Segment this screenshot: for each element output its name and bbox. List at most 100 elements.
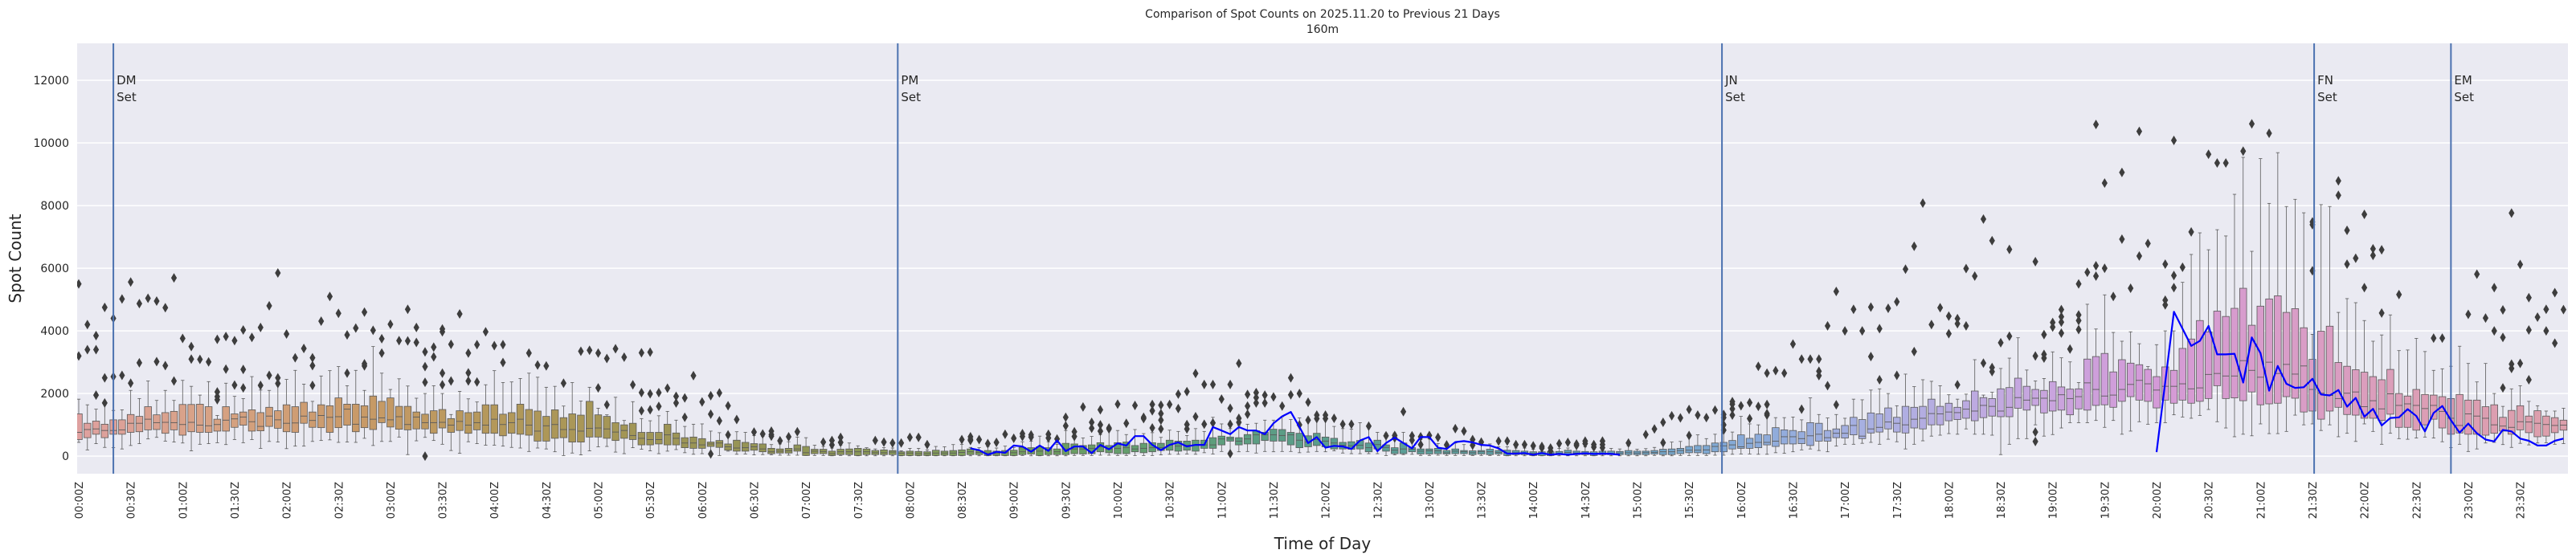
outlier-point [448, 339, 454, 349]
outlier-point [2075, 279, 2082, 289]
x-tick-label: 14:00Z [1528, 482, 1540, 519]
outlier-point [1245, 389, 1251, 400]
box-125 [1157, 400, 1165, 455]
outlier-point [465, 348, 472, 358]
outlier-point [1089, 417, 1095, 428]
outlier-point [1859, 326, 1866, 336]
box-208 [1875, 324, 1883, 445]
outlier-point [1781, 368, 1788, 378]
box-73 [706, 390, 715, 459]
x-tick-label: 09:30Z [1061, 482, 1073, 519]
outlier-point [1314, 410, 1320, 421]
outlier-point [906, 432, 913, 442]
outlier-point [2058, 317, 2065, 328]
box-211 [1901, 264, 1910, 450]
x-tick-label: 00:30Z [126, 482, 138, 519]
box-iqr [412, 411, 420, 430]
outlier-point [92, 344, 100, 355]
outlier-point [2006, 244, 2013, 255]
outlier-point [170, 376, 178, 386]
box-iqr [1884, 407, 1892, 430]
outlier-point [699, 397, 705, 407]
outlier-point [837, 432, 844, 442]
box-iqr [534, 410, 542, 442]
box-iqr [568, 413, 576, 442]
y-tick-label: 6000 [40, 263, 69, 275]
x-tick-label: 21:00Z [2255, 482, 2267, 519]
outlier-point [309, 360, 316, 371]
outlier-point [1824, 381, 1831, 391]
outlier-point [1972, 271, 1978, 281]
box-61 [603, 353, 611, 447]
chart-subtitle: 160m [1306, 23, 1339, 36]
box-205 [1850, 304, 1858, 445]
x-tick-label: 22:30Z [2411, 482, 2423, 519]
outlier-point [673, 391, 680, 401]
box-279 [2490, 283, 2498, 443]
outlier-point [2041, 329, 2047, 340]
x-tick-label: 15:30Z [1684, 482, 1696, 519]
box-iqr [1979, 397, 1988, 418]
box-280 [2499, 304, 2507, 446]
outlier-point [1114, 399, 1121, 409]
box-iqr [1893, 417, 1901, 433]
outlier-point [1261, 390, 1268, 401]
box-iqr [2222, 316, 2230, 399]
box-72 [698, 397, 706, 454]
outlier-point [2092, 260, 2100, 271]
outlier-point [2509, 359, 2515, 369]
box-iqr [325, 405, 334, 433]
outlier-point [2075, 310, 2082, 320]
box-194 [1754, 361, 1763, 455]
box-48 [490, 340, 498, 446]
outlier-point [2041, 349, 2047, 360]
box-160 [1460, 426, 1468, 456]
outlier-point [1080, 401, 1086, 412]
box-23 [274, 267, 282, 442]
box-37 [395, 336, 403, 438]
box-69 [672, 391, 681, 450]
outlier-point [248, 332, 256, 343]
box-200 [1806, 354, 1814, 450]
box-iqr [2430, 394, 2438, 420]
y-tick-label: 4000 [40, 325, 69, 338]
box-iqr [1261, 432, 1269, 442]
box-6 [126, 277, 135, 446]
outlier-point [984, 438, 991, 449]
box-iqr [2274, 295, 2282, 404]
outlier-point [2482, 313, 2489, 324]
outlier-point [2552, 287, 2558, 298]
x-tick-label: 01:30Z [230, 482, 242, 519]
outlier-point [1245, 401, 1251, 411]
box-iqr [802, 446, 810, 456]
box-iqr [2040, 389, 2048, 413]
outlier-point [162, 360, 169, 371]
outlier-point [1989, 235, 1995, 246]
box-188 [1702, 413, 1711, 456]
outlier-point [422, 451, 428, 462]
box-iqr [144, 406, 152, 430]
x-tick-label: 18:30Z [1996, 482, 2008, 519]
outlier-point [2517, 259, 2524, 270]
outlier-point [2032, 351, 2038, 361]
box-49 [499, 340, 507, 447]
box-iqr [2334, 362, 2342, 408]
outlier-point [1365, 421, 1372, 431]
box-iqr [1928, 398, 1936, 426]
box-22 [265, 300, 273, 442]
outlier-point [170, 273, 178, 283]
outlier-point [1764, 368, 1770, 378]
box-102 [958, 434, 966, 457]
box-19 [239, 324, 247, 443]
box-iqr [880, 449, 888, 455]
box-184 [1667, 410, 1676, 457]
outlier-point [1711, 405, 1719, 415]
outlier-point [2560, 304, 2567, 315]
box-iqr [378, 401, 386, 423]
box-244 [2187, 226, 2195, 419]
box-iqr [2066, 389, 2074, 416]
box-100 [940, 446, 949, 457]
outlier-point [2222, 158, 2229, 169]
box-iqr [1797, 431, 1805, 444]
box-iqr [594, 414, 603, 438]
